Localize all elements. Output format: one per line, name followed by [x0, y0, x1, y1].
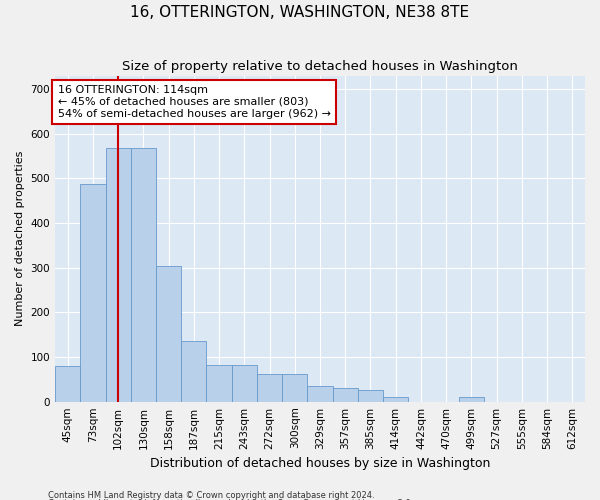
Bar [80, 184, 106, 402]
Bar [257, 374, 282, 402]
Bar [206, 364, 232, 402]
Title: Size of property relative to detached houses in Washington: Size of property relative to detached ho… [122, 60, 518, 73]
Text: 16, OTTERINGTON, WASHINGTON, NE38 8TE: 16, OTTERINGTON, WASHINGTON, NE38 8TE [130, 5, 470, 20]
Bar [282, 374, 307, 402]
Text: Contains HM Land Registry data © Crown copyright and database right 2024.: Contains HM Land Registry data © Crown c… [48, 490, 374, 500]
Bar [383, 397, 409, 402]
Bar [358, 390, 383, 402]
X-axis label: Distribution of detached houses by size in Washington: Distribution of detached houses by size … [150, 457, 490, 470]
Bar [106, 148, 131, 402]
Bar [307, 386, 332, 402]
Bar [459, 397, 484, 402]
Bar [232, 364, 257, 402]
Text: 16 OTTERINGTON: 114sqm
← 45% of detached houses are smaller (803)
54% of semi-de: 16 OTTERINGTON: 114sqm ← 45% of detached… [58, 86, 331, 118]
Bar [131, 148, 156, 402]
Bar [181, 342, 206, 402]
Y-axis label: Number of detached properties: Number of detached properties [15, 151, 25, 326]
Text: Contains public sector information licensed under the Open Government Licence v3: Contains public sector information licen… [48, 499, 413, 500]
Bar [55, 366, 80, 402]
Bar [332, 388, 358, 402]
Bar [156, 266, 181, 402]
